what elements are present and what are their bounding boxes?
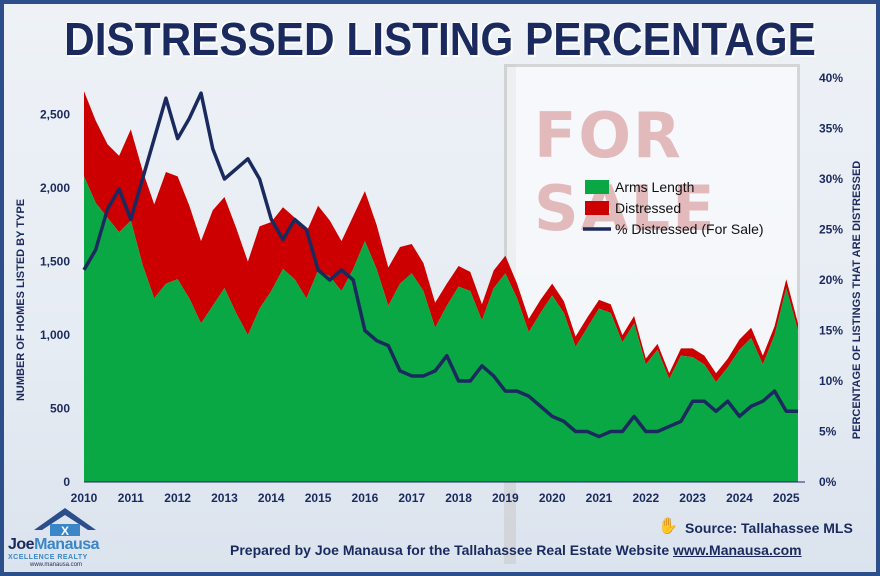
footer: Prepared by Joe Manausa for the Tallahas… — [230, 542, 802, 558]
x-tick-label: 2024 — [726, 491, 753, 505]
y-right-tick-label: 5% — [819, 425, 837, 439]
y-left-tick-label: 500 — [50, 402, 70, 416]
legend: Arms Length Distressed % Distressed (For S… — [583, 179, 764, 237]
y-right-axis-title: PERCENTAGE OF LISTINGS THAT ARE DISTRESS… — [851, 161, 863, 440]
x-tick-label: 2017 — [398, 491, 425, 505]
house-logo-icon: X — [34, 508, 96, 536]
x-tick-label: 2014 — [258, 491, 285, 505]
distressed-area — [84, 91, 798, 383]
pct-distressed-line — [82, 91, 798, 439]
company-logo[interactable]: X JoeManausa XCELLENCE REALTY www.manaus… — [8, 506, 126, 568]
y-left-axis-title: NUMBER OF HOMES LISTED BY TYPE — [15, 199, 27, 401]
y-left-tick-label: 0 — [63, 475, 70, 489]
x-tick-label: 2012 — [164, 491, 191, 505]
y-left-tick-label: 1,500 — [40, 255, 70, 269]
legend-label-arms-length: Arms Length — [615, 179, 694, 195]
y-right-tick-label: 30% — [819, 172, 843, 186]
x-tick-label: 2019 — [492, 491, 519, 505]
y-right-tick-label: 40% — [819, 71, 843, 85]
legend-swatch-arms-length — [585, 180, 609, 194]
legend-label-pct-distressed: % Distressed (For Sale) — [615, 221, 764, 237]
y-right-tick-label: 20% — [819, 273, 843, 287]
chart-title: DISTRESSED LISTING PERCENTAGE — [64, 13, 816, 65]
x-tick-label: 2020 — [539, 491, 566, 505]
axes-group: 2010 2011 2012 2013 2014 2015 2016 2017 2018 2019… — [15, 71, 863, 505]
footer-site-link[interactable]: www.Manausa.com — [673, 542, 802, 558]
y-left-tick-label: 2,000 — [40, 181, 70, 195]
background-sign-text: FOR SALE — [534, 99, 717, 245]
line-group — [82, 91, 798, 439]
x-tick-label: 2025 — [773, 491, 800, 505]
logo-url: www.manausa.com — [30, 562, 83, 568]
x-tick-label: 2011 — [118, 491, 144, 505]
x-tick-label: 2023 — [679, 491, 706, 505]
y-right-tick-label: 15% — [819, 324, 843, 338]
y-left-tick-label: 2,500 — [40, 108, 70, 122]
y-right-tick-label: 25% — [819, 223, 843, 237]
x-tick-label: 2016 — [352, 491, 379, 505]
y-right-tick-label: 0% — [819, 475, 837, 489]
legend-label-distressed: Distressed — [615, 200, 681, 216]
footer-text: Prepared by Joe Manausa for the Tallahas… — [230, 542, 670, 558]
areas-group — [84, 91, 798, 483]
hand-icon: ✋ — [658, 518, 678, 535]
x-tick-label: 2015 — [305, 491, 332, 505]
y-right-tick-label: 10% — [819, 374, 843, 388]
y-right-tick-label: 35% — [819, 122, 843, 136]
x-tick-label: 2010 — [71, 491, 98, 505]
logo-name: JoeManausa — [8, 536, 100, 553]
y-left-tick-label: 1,000 — [40, 328, 70, 342]
x-tick-label: 2021 — [586, 491, 613, 505]
source-label: Source: Tallahassee MLS — [685, 520, 853, 536]
x-tick-label: 2013 — [211, 491, 238, 505]
x-tick-label: 2022 — [632, 491, 659, 505]
x-tick-label: 2018 — [445, 491, 472, 505]
legend-swatch-distressed — [585, 201, 609, 215]
logo-realty: XCELLENCE REALTY — [8, 554, 88, 561]
arms-length-area — [84, 176, 798, 483]
svg-text:X: X — [61, 524, 69, 536]
